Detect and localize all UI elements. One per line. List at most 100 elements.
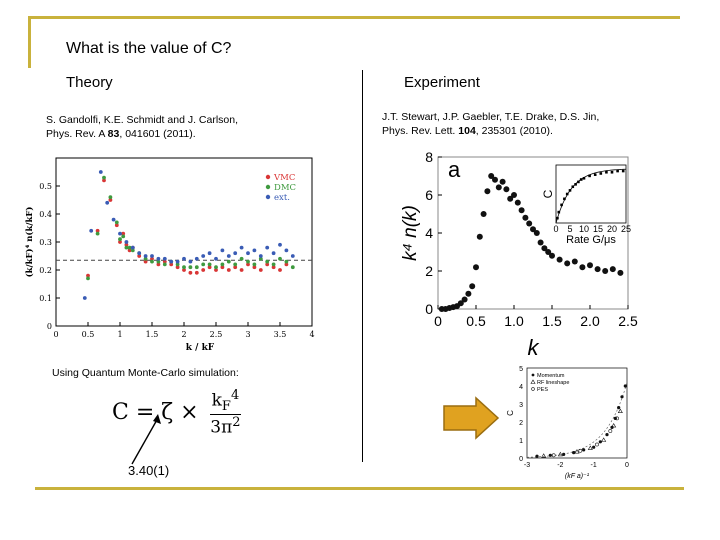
data-point-vmc <box>118 240 122 244</box>
y-axis-label: C <box>506 410 515 416</box>
data-point <box>484 188 491 195</box>
y-tick-label: 0.1 <box>39 294 52 303</box>
x-tick-label: 0.5 <box>82 330 95 339</box>
formula-3pi: 3π <box>210 417 233 438</box>
data-point-ext <box>188 259 193 264</box>
inset-x-tick-label: 5 <box>567 224 572 234</box>
data-point-dmc <box>121 234 126 239</box>
legend-label: PES <box>537 387 548 393</box>
x-tick-label: 1.0 <box>504 313 524 329</box>
data-point-dmc <box>252 262 257 267</box>
data-point-vmc <box>143 259 148 264</box>
data-point-rf <box>574 449 580 454</box>
x-tick-label: 0 <box>53 330 58 339</box>
x-tick-label: 1.5 <box>542 313 562 329</box>
data-point-vmc <box>124 242 129 247</box>
theory-journal: Phys. Rev. A <box>46 128 108 140</box>
data-point-rf <box>601 437 607 442</box>
data-point-vmc <box>156 262 161 267</box>
inset-x-tick-label: 20 <box>607 224 617 234</box>
data-point <box>507 195 514 202</box>
legend-label: ext. <box>274 193 290 203</box>
legend-label: RF lineshape <box>537 380 569 386</box>
data-point-rf <box>611 422 617 428</box>
data-point-vmc <box>284 262 289 267</box>
data-point <box>518 207 525 214</box>
inset-data-point <box>616 169 619 173</box>
theory-volume: 83 <box>107 128 120 140</box>
data-point-vmc <box>121 231 126 236</box>
column-divider <box>362 70 363 462</box>
data-point-momentum <box>617 406 621 410</box>
data-point <box>476 233 483 240</box>
y-tick-label: 5 <box>519 366 523 373</box>
data-point-dmc <box>246 259 250 264</box>
data-point-pes <box>551 453 556 458</box>
guide-curve <box>526 382 628 458</box>
inset-data-point <box>557 210 561 214</box>
x-axis-label: k <box>528 335 540 360</box>
inset-data-point <box>565 192 569 196</box>
data-point-dmc <box>233 262 238 267</box>
data-point-momentum <box>582 448 586 452</box>
theory-reference-line1: S. Gandolfi, K.E. Schmidt and J. Carlson… <box>46 114 239 126</box>
data-point <box>571 258 578 265</box>
experiment-reference-line1: J.T. Stewart, J.P. Gaebler, T.E. Drake, … <box>382 111 600 123</box>
plot-frame <box>526 367 628 459</box>
data-point-dmc <box>108 195 113 200</box>
data-point-pes <box>615 416 619 421</box>
data-point <box>480 211 487 217</box>
data-point-vmc <box>95 228 100 233</box>
inset-data-point <box>560 203 563 207</box>
x-tick-label: -1 <box>591 462 597 469</box>
data-point <box>469 283 476 290</box>
legend-marker <box>531 387 535 391</box>
inset-data-point <box>599 172 603 175</box>
data-point <box>609 266 616 273</box>
legend-marker <box>531 373 535 377</box>
y-tick-label: 3 <box>519 402 523 409</box>
y-tick-label: 0 <box>47 322 52 331</box>
data-point-dmc <box>175 262 180 267</box>
contact-formula: C = ζ × kF4 3π2 <box>112 388 242 438</box>
data-point-dmc <box>127 245 132 250</box>
data-point-dmc <box>226 259 231 264</box>
data-point-dmc <box>124 245 129 250</box>
formula-sub-f: F <box>221 399 231 415</box>
data-point-ext <box>89 228 94 233</box>
data-point-dmc <box>278 256 282 261</box>
data-point-vmc <box>169 262 174 267</box>
data-point <box>461 296 468 303</box>
data-point <box>526 220 533 227</box>
data-point-vmc <box>246 262 250 267</box>
zeta-value: 3.40(1) <box>128 463 170 478</box>
y-tick-label: 2 <box>519 420 523 427</box>
data-point-momentum <box>605 433 609 437</box>
data-point-ext <box>271 251 276 256</box>
inset-x-axis-label: Rate G/μs <box>566 234 616 246</box>
theory-reference-line2: Phys. Rev. A 83, 041601 (2011). <box>46 127 238 141</box>
theory-pages: , 041601 (2011). <box>119 128 196 140</box>
data-point-ext <box>220 248 225 253</box>
data-point-dmc <box>188 265 193 270</box>
data-point-ext <box>201 254 206 258</box>
data-point <box>473 264 479 271</box>
formula-k: k <box>211 390 222 411</box>
x-tick-label: -3 <box>524 462 530 469</box>
y-tick-label: 4 <box>425 225 433 241</box>
data-point-ext <box>130 245 135 250</box>
data-point <box>488 173 495 179</box>
theory-header: Theory <box>66 74 113 91</box>
data-point <box>465 290 472 297</box>
data-point-ext <box>284 248 289 253</box>
x-tick-label: 3.5 <box>274 330 287 339</box>
inset-data-point <box>568 189 572 192</box>
x-axis-label: k / kF <box>186 343 215 353</box>
data-point-vmc <box>188 270 193 275</box>
data-point-vmc <box>86 273 90 278</box>
x-tick-label: 1 <box>117 330 122 339</box>
data-point-dmc <box>239 256 244 261</box>
data-point-pes <box>578 448 583 453</box>
experiment-reference-line2: Phys. Rev. Lett. 104, 235301 (2010). <box>382 124 599 138</box>
